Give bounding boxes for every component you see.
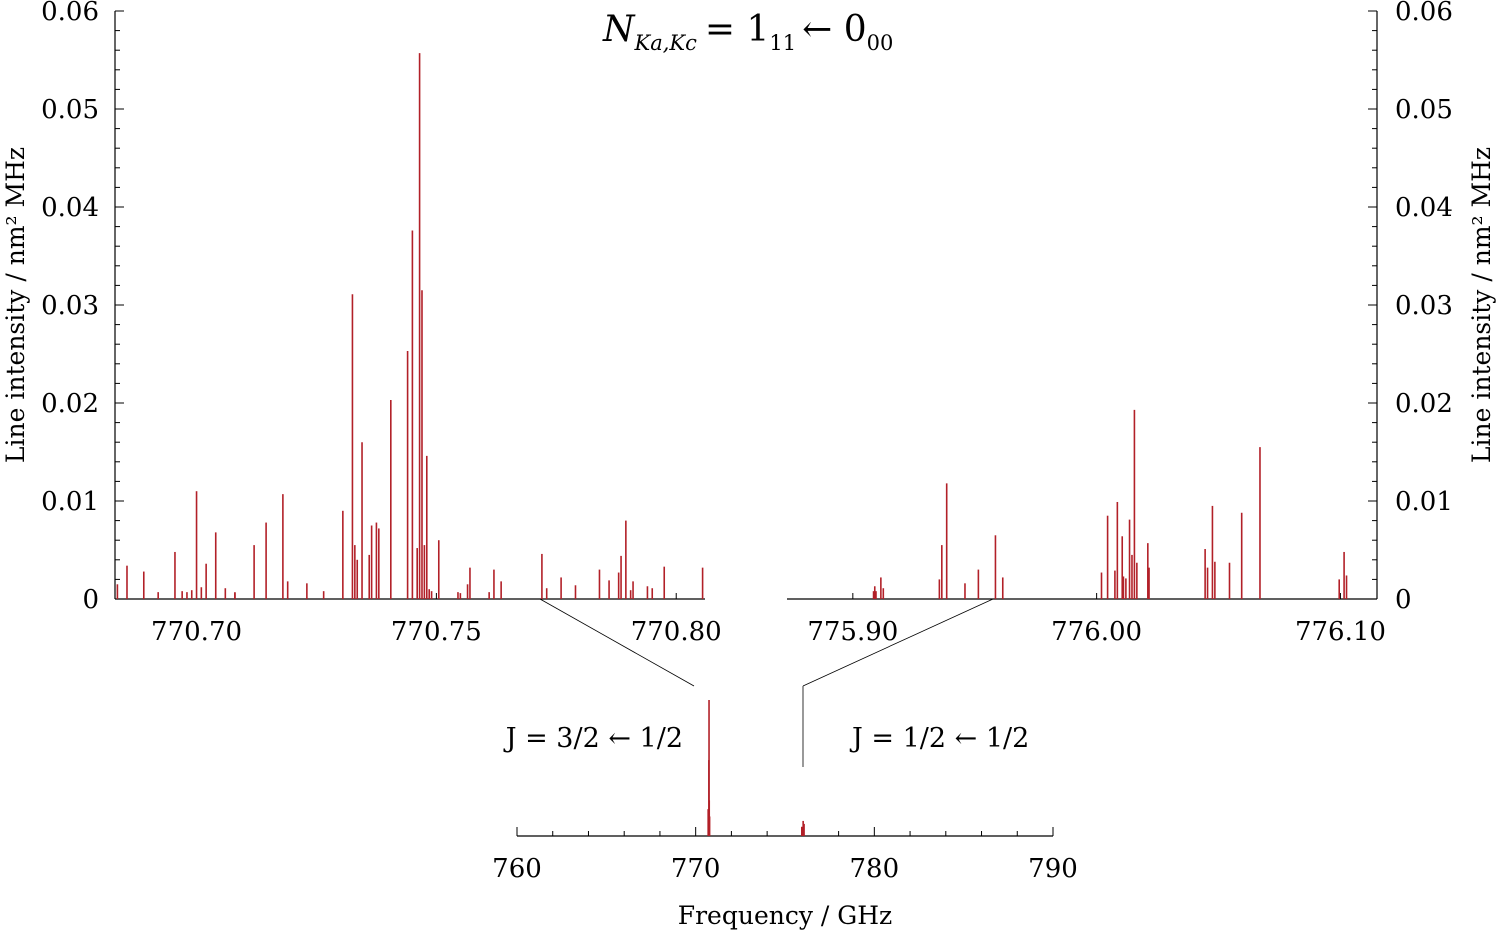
- y-tick-label: 0.02: [41, 389, 99, 419]
- annotation-j-1-2: J = 1/2 ← 1/2: [849, 723, 1029, 754]
- x-tick-label: 770.70: [151, 617, 242, 647]
- y-axis-label-right: Line intensity / nm² MHz: [1467, 147, 1496, 463]
- overview-x-tick-label: 760: [492, 854, 542, 884]
- overview-x-tick-label: 780: [850, 854, 900, 884]
- title-subscript: Ka,Kc: [634, 31, 698, 55]
- y-tick-label: 0.06: [41, 0, 99, 27]
- overview-annotations: J = 3/2 ← 1/2 J = 1/2 ← 1/2: [503, 723, 1030, 754]
- y-tick-label: 0.03: [1395, 291, 1453, 321]
- chart-title: NKa,Kc = 111 ← 000: [602, 9, 893, 55]
- title-subscript-lower: 00: [867, 31, 894, 55]
- title-arrow: ← 0: [802, 9, 867, 50]
- y-tick-label: 0.04: [1395, 193, 1453, 223]
- y-tick-label: 0.05: [1395, 95, 1453, 125]
- title-main: N: [602, 9, 636, 50]
- title-subscript-upper: 11: [769, 31, 796, 55]
- x-tick-label: 776.10: [1295, 617, 1386, 647]
- title-equals: = 1: [705, 9, 770, 50]
- x-axis-label: Frequency / GHz: [678, 901, 892, 930]
- zoom-connector-left: [539, 598, 695, 687]
- annotation-j-3-2: J = 3/2 ← 1/2: [503, 723, 683, 754]
- y-tick-label: 0.02: [1395, 389, 1453, 419]
- y-tick-label: 0.01: [1395, 487, 1453, 517]
- zoom-connector-right-diag: [802, 598, 994, 687]
- x-tick-label: 770.80: [631, 617, 722, 647]
- x-tick-label: 770.75: [391, 617, 482, 647]
- left-zoom-panel: 0 0.01 0.02 0.03 0.04 0.05 0.06 770.70 770.75 770…: [41, 0, 722, 647]
- y-axis-label-left: Line intensity / nm² MHz: [1, 147, 30, 463]
- y-tick-label: 0.04: [41, 193, 99, 223]
- overview-panel: 760 770 780 790: [492, 700, 1078, 884]
- right-zoom-panel: 0 0.01 0.02 0.03 0.04 0.05 0.06 775.90 776.00 776…: [787, 0, 1453, 647]
- y-tick-label: 0.01: [41, 487, 99, 517]
- svg-text:NKa,Kc= 111← 000: NKa,Kc = 111 ← 000: [602, 9, 893, 55]
- y-tick-label: 0: [82, 585, 99, 615]
- y-tick-label: 0.05: [41, 95, 99, 125]
- y-tick-label: 0.03: [41, 291, 99, 321]
- overview-x-tick-label: 790: [1028, 854, 1078, 884]
- y-tick-label: 0: [1395, 585, 1412, 615]
- zoom-connector-lines: [539, 598, 994, 767]
- y-tick-label: 0.06: [1395, 0, 1453, 27]
- overview-x-tick-label: 770: [671, 854, 721, 884]
- x-tick-label: 775.90: [807, 617, 898, 647]
- x-tick-label: 776.00: [1051, 617, 1142, 647]
